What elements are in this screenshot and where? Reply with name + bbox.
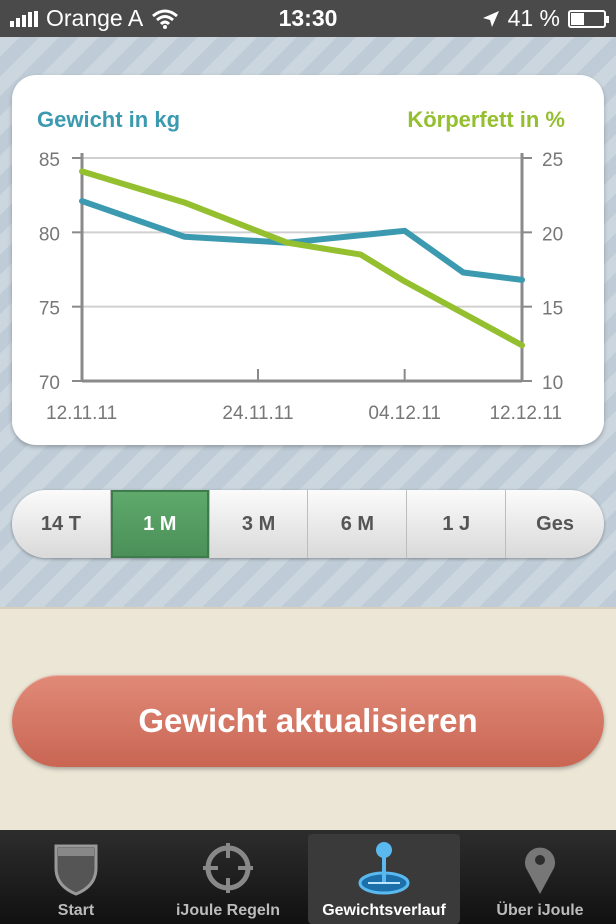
weight-line (79, 198, 525, 283)
right-tick-label: 25 (542, 150, 563, 171)
x-tick-label: 04.12.11 (368, 403, 441, 424)
bodyfat-line (79, 168, 525, 349)
tab-bar: Start iJoule Regeln Gewichtsverlauf Über iJ… (0, 830, 616, 924)
tab-start[interactable]: Start (0, 830, 152, 924)
x-tick-label: 24.11.11 (222, 403, 293, 424)
battery-icon (568, 9, 609, 28)
range-button[interactable]: Ges (536, 512, 574, 535)
range-button[interactable]: 1 J (407, 490, 507, 558)
shield-icon (54, 844, 98, 896)
right-tick-label: 20 (542, 224, 563, 245)
range-button[interactable]: 6 M (308, 490, 408, 558)
tab-label: iJoule Regeln (175, 902, 281, 919)
signal-icon (10, 10, 38, 27)
left-tick-label: 80 (39, 224, 60, 245)
tab-gewichtsverlauf[interactable]: Gewichtsverlauf (308, 834, 460, 924)
left-tick-label: 85 (39, 150, 60, 171)
right-tick-label: 15 (542, 299, 563, 320)
status-bar: Orange A 13:30 41 % (0, 0, 616, 37)
tab-label: Über iJoule (496, 902, 584, 919)
x-tick-label: 12.12.11 (489, 403, 562, 424)
right-tick-label: 10 (542, 373, 563, 394)
left-tick-label: 75 (39, 299, 60, 320)
location-arrow-icon (482, 10, 499, 27)
left-axis-title: Gewicht in kg (37, 107, 180, 132)
update-weight-button[interactable]: Gewicht aktualisieren (12, 675, 604, 767)
crosshair-icon (203, 843, 253, 893)
status-left: Orange A (10, 5, 179, 32)
chart-card: Gewicht in kg Körperfett in % 70 75 80 85 10… (12, 75, 604, 445)
weight-chart: Gewicht in kg Körperfett in % 70 75 80 85 10… (37, 107, 565, 424)
tab-label: Start (57, 902, 95, 919)
tab-label: Gewichtsverlauf (322, 902, 446, 919)
range-button[interactable]: 1 M (110, 490, 210, 558)
range-button[interactable]: 3 M (210, 490, 309, 558)
map-pin-icon (525, 847, 555, 894)
range-button[interactable]: 14 T (12, 490, 111, 558)
battery-percent: 41 % (507, 5, 560, 31)
wifi-icon (152, 9, 179, 29)
left-tick-label: 70 (39, 373, 60, 394)
status-right: 41 % (482, 5, 609, 32)
tab-ijoule-regeln[interactable]: iJoule Regeln (152, 830, 304, 924)
right-axis-title: Körperfett in % (407, 107, 565, 132)
carrier-label: Orange A (46, 5, 144, 31)
joystick-icon (358, 842, 410, 895)
x-tick-label: 12.11.11 (46, 403, 117, 424)
tab--ber-ijoule[interactable]: Über iJoule (464, 830, 616, 924)
